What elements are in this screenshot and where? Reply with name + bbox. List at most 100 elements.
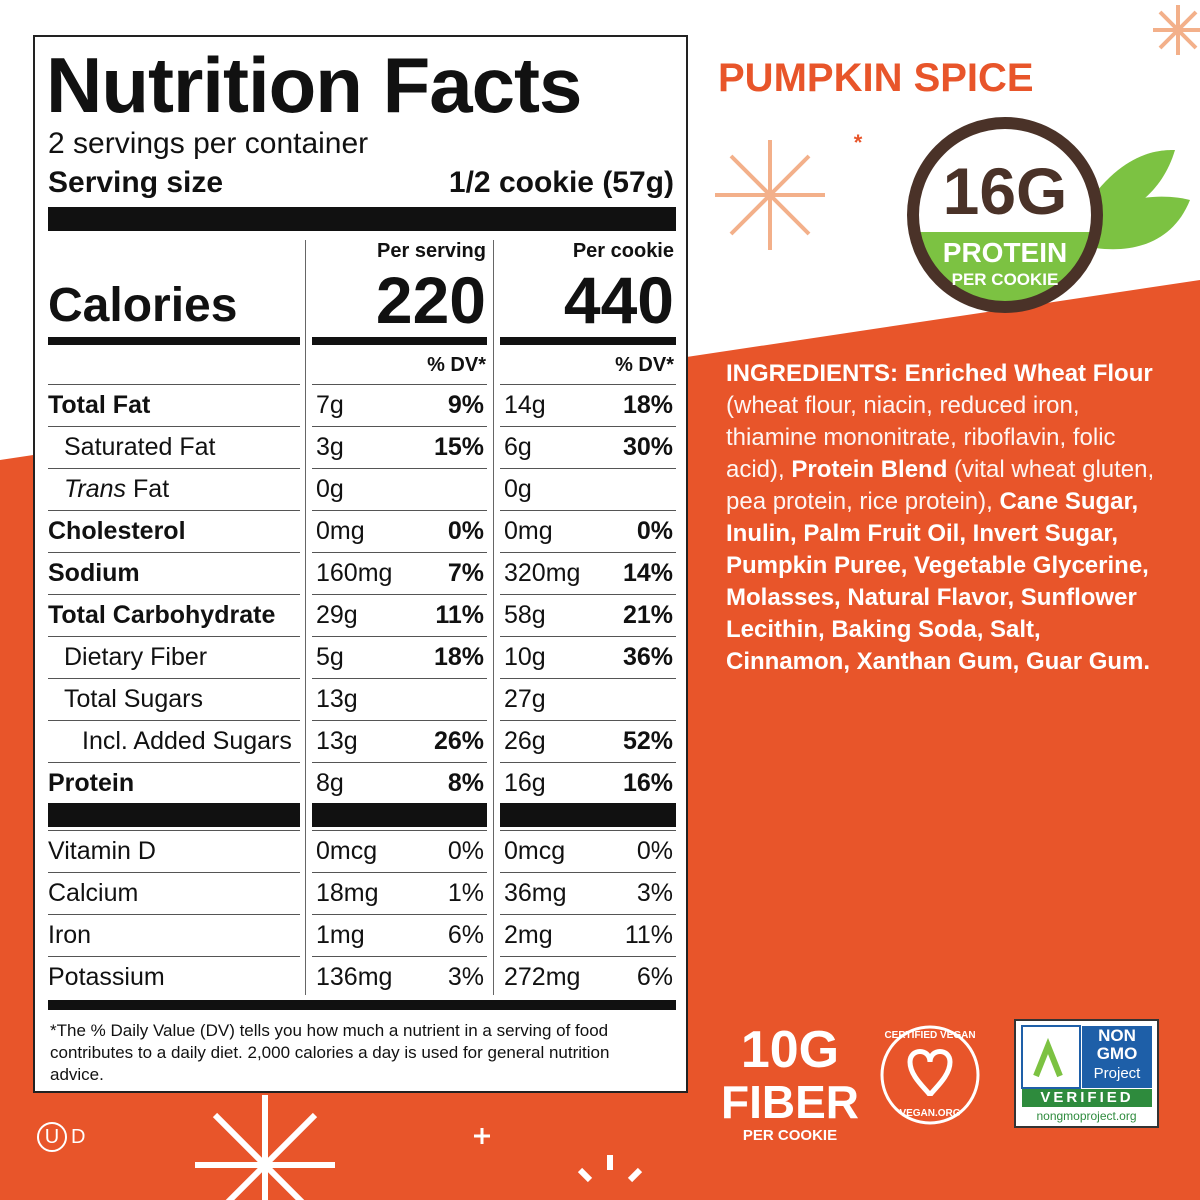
- gmo-line: GMO: [1096, 1044, 1138, 1063]
- amount: 0g: [504, 475, 532, 503]
- protein-sub: PER COOKIE: [951, 270, 1059, 289]
- row-rule: [500, 678, 676, 679]
- servings: 2 servings per container: [48, 127, 369, 160]
- nutrient-name: Total Sugars: [64, 685, 203, 713]
- amount: 36mg: [504, 879, 567, 907]
- daily-value: 8%: [447, 769, 484, 797]
- ingredients: INGREDIENTS: Enriched Wheat Flour (wheat…: [726, 358, 1156, 678]
- daily-value: 36%: [622, 643, 673, 671]
- daily-value: 6%: [447, 921, 484, 949]
- row-rule: [500, 468, 676, 469]
- row-rule: [48, 956, 300, 957]
- nutrient-name: Potassium: [48, 963, 165, 991]
- amount: 3g: [316, 433, 344, 461]
- col-header: Per serving: [377, 240, 486, 262]
- vegan-bottom: VEGAN.ORG: [899, 1108, 961, 1119]
- row-rule: [48, 872, 300, 873]
- medium-rule: [500, 337, 676, 345]
- amount: 0g: [316, 475, 344, 503]
- column-rule: [305, 240, 306, 995]
- dv-header: % DV*: [615, 354, 674, 376]
- flavor: PUMPKIN SPICE: [718, 56, 1034, 100]
- row-rule: [500, 510, 676, 511]
- daily-value: 11%: [435, 601, 484, 629]
- thick-rule: [312, 803, 487, 827]
- ingredient-text: Protein Blend: [791, 456, 948, 483]
- nutrient-name: Protein: [48, 769, 135, 797]
- row-rule: [500, 636, 676, 637]
- medium-rule: [312, 337, 487, 345]
- daily-value: 7%: [447, 559, 484, 587]
- row-rule: [48, 720, 300, 721]
- name-part: Trans: [64, 475, 127, 503]
- daily-value: 0%: [447, 517, 484, 545]
- gmo-line: NON: [1098, 1026, 1136, 1045]
- amount: 1mg: [316, 921, 365, 949]
- medium-rule: [48, 337, 300, 345]
- row-rule: [48, 762, 300, 763]
- row-rule: [312, 636, 487, 637]
- amount: 13g: [316, 727, 358, 755]
- fiber-sub: PER COOKIE: [742, 1127, 838, 1144]
- nutrient-name: Calcium: [48, 879, 139, 907]
- row-rule: [500, 720, 676, 721]
- daily-value: 3%: [636, 879, 673, 907]
- amount: 16g: [504, 769, 546, 797]
- row-rule: [500, 872, 676, 873]
- gmo-url: nongmoproject.org: [1036, 1109, 1137, 1123]
- daily-value: 16%: [622, 769, 673, 797]
- row-rule: [500, 594, 676, 595]
- daily-value: 0%: [636, 837, 673, 865]
- row-rule: [312, 830, 487, 831]
- row-rule: [500, 552, 676, 553]
- amount: 27g: [504, 685, 546, 713]
- row-rule: [312, 426, 487, 427]
- amount: 320mg: [504, 559, 581, 587]
- amount: 10g: [504, 643, 546, 671]
- amount: 0mcg: [316, 837, 378, 865]
- fiber-amount: 10G: [740, 1021, 840, 1079]
- nutrient-name: Saturated Fat: [64, 433, 216, 461]
- daily-value: 18%: [433, 643, 484, 671]
- nutrient-name: Cholesterol: [48, 517, 186, 545]
- amount: 7g: [316, 391, 344, 419]
- row-rule: [312, 762, 487, 763]
- column-rule: [493, 240, 494, 995]
- amount: 0mg: [504, 517, 553, 545]
- kosher-mark: D: [71, 1126, 86, 1148]
- daily-value: 26%: [433, 727, 484, 755]
- col-header: Per cookie: [572, 240, 674, 262]
- amount: 58g: [504, 601, 546, 629]
- gmo-verified: VERIFIED: [1040, 1089, 1134, 1106]
- daily-value: 18%: [622, 391, 673, 419]
- daily-value: 14%: [622, 559, 673, 587]
- amount: 18mg: [316, 879, 379, 907]
- name-part: Fat: [133, 475, 170, 503]
- protein-amount: 16G: [942, 154, 1068, 228]
- nutrient-name: Iron: [48, 921, 92, 949]
- daily-value: 11%: [624, 921, 673, 949]
- row-rule: [500, 762, 676, 763]
- amount: 13g: [316, 685, 358, 713]
- ingredient-text: (wheat flour, niacin, reduced iron, thia…: [726, 392, 1116, 483]
- kosher-mark: U: [44, 1126, 60, 1148]
- amount: 136mg: [316, 963, 393, 991]
- row-rule: [312, 678, 487, 679]
- daily-value: 21%: [622, 601, 673, 629]
- protein-label: PROTEIN: [942, 237, 1068, 268]
- daily-value: 15%: [433, 433, 484, 461]
- row-rule: [500, 426, 676, 427]
- row-rule: [48, 510, 300, 511]
- daily-value: 0%: [636, 517, 673, 545]
- row-rule: [500, 914, 676, 915]
- amount: 272mg: [504, 963, 581, 991]
- row-rule: [500, 830, 676, 831]
- vegan-top: CERTIFIED VEGAN: [884, 1030, 976, 1041]
- calories-label: Calories: [48, 279, 238, 332]
- nutrient-name: Trans Fat: [64, 468, 169, 510]
- amount: 0mcg: [504, 837, 566, 865]
- ingredient-text: Cane Sugar, Inulin, Palm Fruit Oil, Inve…: [726, 488, 1151, 675]
- amount: 6g: [504, 433, 532, 461]
- ingredient-text: (vital wheat gluten, pea protein, rice p…: [726, 456, 1155, 515]
- nutrient-name: Total Fat: [48, 391, 151, 419]
